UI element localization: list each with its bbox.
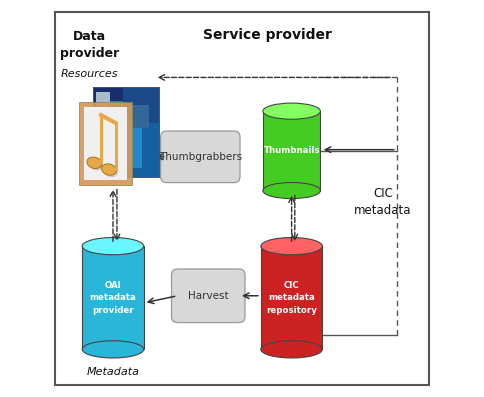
Bar [129,105,149,127]
Bar [96,92,109,110]
Text: Thumbnails: Thumbnails [263,146,320,155]
Bar [93,123,120,177]
Ellipse shape [102,164,117,175]
Bar [103,101,122,127]
Text: OAI
metadata
provider: OAI metadata provider [90,281,136,315]
Text: CIC
metadata
repository: CIC metadata repository [266,281,317,315]
Bar [122,87,159,123]
Ellipse shape [103,166,118,177]
Ellipse shape [89,159,103,170]
Ellipse shape [263,183,320,198]
Ellipse shape [82,341,144,358]
Bar [126,119,142,168]
Text: CIC
metadata: CIC metadata [354,187,412,218]
FancyBboxPatch shape [79,102,132,185]
Bar [84,107,127,180]
Bar [100,114,122,154]
Bar [93,87,122,123]
Bar [93,87,159,177]
Ellipse shape [261,237,322,255]
Text: Resources: Resources [60,69,118,79]
Bar [120,123,159,177]
Bar [93,87,159,177]
Text: Metadata: Metadata [87,367,139,377]
Bar [263,111,320,191]
Bar [261,246,322,349]
Text: Service provider: Service provider [203,28,332,42]
Ellipse shape [263,103,320,119]
Text: Thumbgrabbers: Thumbgrabbers [159,152,242,162]
Text: Data
provider: Data provider [60,30,119,60]
Ellipse shape [82,237,144,255]
Ellipse shape [87,157,102,168]
Bar [82,246,144,349]
Ellipse shape [261,341,322,358]
FancyBboxPatch shape [161,131,240,183]
Text: Harvest: Harvest [188,291,228,301]
FancyBboxPatch shape [55,12,429,385]
FancyBboxPatch shape [171,269,245,322]
